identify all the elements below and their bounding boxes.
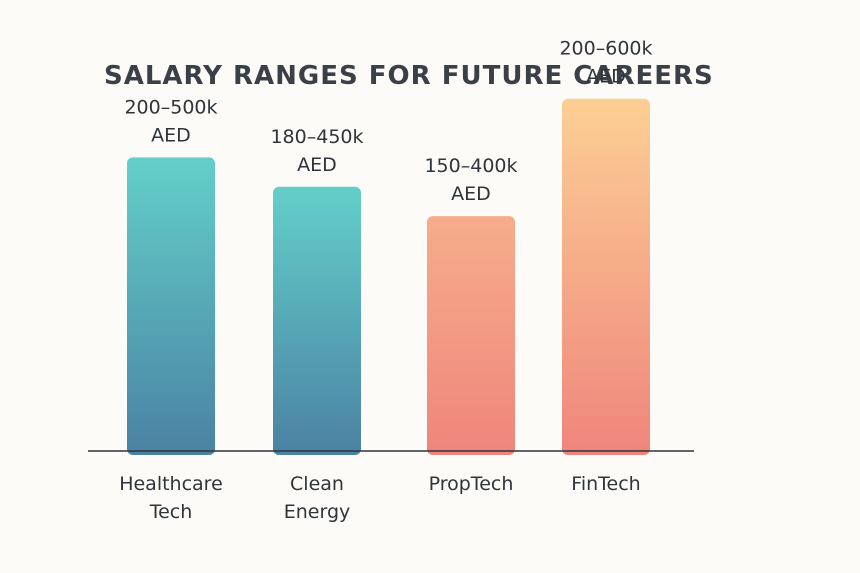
data-label-3-line-1: AED: [586, 66, 626, 88]
x-tick-label-0-line-0: Healthcare: [119, 473, 223, 495]
data-labels-layer: 200–500k AED 180–450k AED 150–400k AED 200–600…: [124, 38, 652, 205]
data-label-2-line-1: AED: [451, 183, 491, 205]
data-label-1-line-1: AED: [297, 154, 337, 176]
data-label-0-line-1: AED: [151, 124, 191, 146]
bar-0: [127, 157, 215, 455]
chart-title: SALARY RANGES FOR FUTURE CAREERS: [104, 61, 714, 91]
x-tick-label-1-line-0: Clean: [290, 473, 344, 495]
x-tick-label-3-line-0: FinTech: [571, 473, 640, 495]
data-label-2-line-0: 150–400k: [424, 155, 517, 177]
x-tick-labels-layer: Healthcare Tech Clean Energy PropTech FinTech: [119, 473, 641, 523]
bars-layer: [127, 98, 650, 456]
x-tick-label-0-line-1: Tech: [149, 501, 193, 523]
x-tick-label-2-line-0: PropTech: [429, 473, 514, 495]
bar-1: [273, 186, 361, 456]
bar-3: [562, 98, 650, 455]
x-tick-label-1-line-1: Energy: [284, 501, 351, 523]
data-label-0-line-0: 200–500k: [124, 96, 217, 118]
data-label-1-line-0: 180–450k: [270, 126, 363, 148]
bar-2: [427, 216, 515, 455]
data-label-3-line-0: 200–600k: [559, 38, 652, 60]
